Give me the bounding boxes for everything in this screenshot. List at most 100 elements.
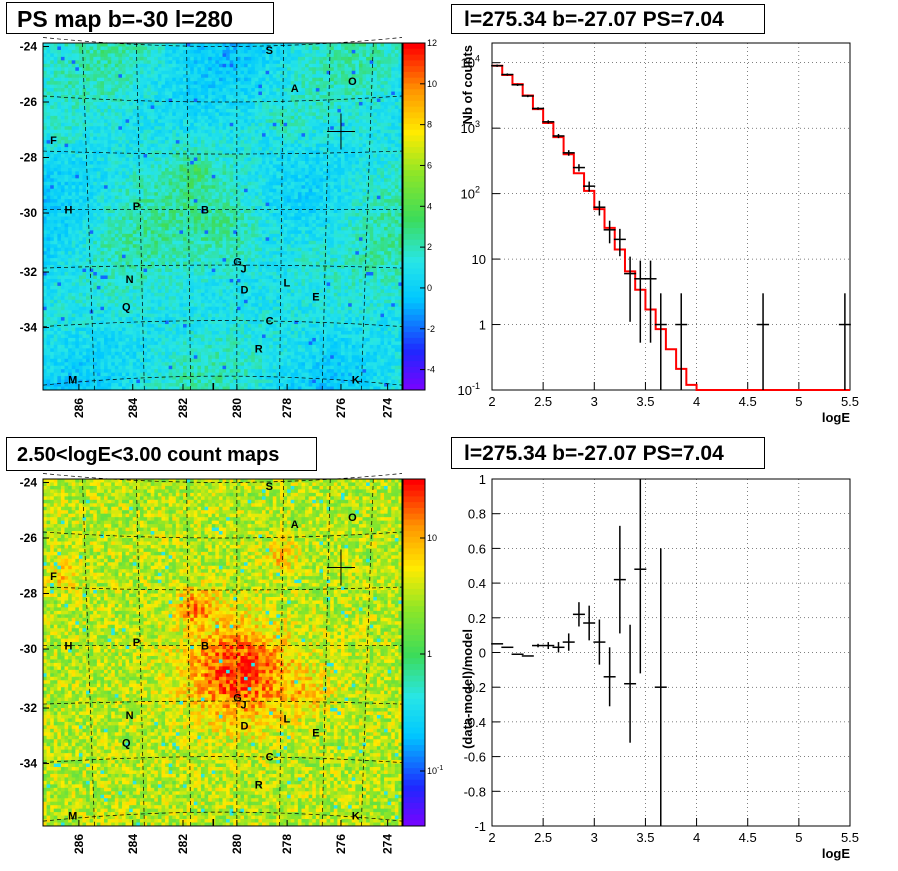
heatmap-cell xyxy=(284,196,288,200)
heatmap-cell xyxy=(251,92,255,96)
heatmap-cell xyxy=(50,85,54,89)
heatmap-cell xyxy=(144,116,148,120)
heatmap-cell xyxy=(240,85,244,89)
heatmap-cell xyxy=(108,119,112,123)
heatmap-cell xyxy=(319,67,323,71)
heatmap-cell xyxy=(219,71,223,75)
heatmap-cell xyxy=(266,182,270,186)
heatmap-cell xyxy=(104,199,108,203)
heatmap-cell xyxy=(111,192,115,196)
heatmap-cell xyxy=(169,144,173,148)
heatmap-cell xyxy=(262,64,266,68)
heatmap-cell xyxy=(90,85,94,89)
heatmap-cell xyxy=(79,199,83,203)
heatmap-cell xyxy=(136,88,140,92)
heatmap-cell xyxy=(294,46,298,50)
heatmap-cell xyxy=(219,119,223,123)
heatmap-cell xyxy=(147,105,151,109)
heatmap-cell xyxy=(183,192,187,196)
heatmap-cell xyxy=(380,158,384,162)
heatmap-cell xyxy=(47,196,51,200)
heatmap-cell xyxy=(122,95,126,99)
heatmap-cell xyxy=(108,46,112,50)
heatmap-cell xyxy=(223,189,227,193)
heatmap-cell xyxy=(251,140,255,144)
heatmap-cell xyxy=(219,57,223,61)
heatmap-cell xyxy=(129,119,133,123)
heatmap-cell xyxy=(359,154,363,158)
heatmap-cell xyxy=(269,102,273,106)
heatmap-cell xyxy=(108,57,112,61)
heatmap-cell xyxy=(219,88,223,92)
heatmap-cell xyxy=(179,158,183,162)
heatmap-cell xyxy=(68,46,72,50)
heatmap-cell xyxy=(169,112,173,116)
heatmap-cell xyxy=(197,123,201,127)
heatmap-cell xyxy=(212,60,216,64)
heatmap-cell xyxy=(43,88,47,92)
heatmap-cell xyxy=(301,74,305,78)
heatmap-cell xyxy=(337,43,341,47)
heatmap-cell xyxy=(251,158,255,162)
heatmap-cell xyxy=(345,210,349,214)
heatmap-cell xyxy=(316,85,320,89)
heatmap-cell xyxy=(345,161,349,165)
heatmap-cell xyxy=(341,88,345,92)
heatmap-cell xyxy=(133,112,137,116)
heatmap-cell xyxy=(373,99,377,103)
heatmap-cell xyxy=(355,64,359,68)
heatmap-cell xyxy=(158,105,162,109)
heatmap-cell xyxy=(122,213,126,217)
heatmap-cell xyxy=(147,192,151,196)
heatmap-cell xyxy=(269,158,273,162)
heatmap-cell xyxy=(90,88,94,92)
heatmap-cell xyxy=(165,168,169,172)
heatmap-cell xyxy=(208,178,212,182)
heatmap-cell xyxy=(194,119,198,123)
heatmap-cell xyxy=(258,171,262,175)
heatmap-cell xyxy=(284,168,288,172)
heatmap-cell xyxy=(108,203,112,207)
heatmap-cell xyxy=(352,196,356,200)
heatmap-cell xyxy=(258,158,262,162)
heatmap-cell xyxy=(226,161,230,165)
heatmap-cell xyxy=(75,112,79,116)
heatmap-cell xyxy=(287,199,291,203)
heatmap-cell xyxy=(395,168,399,172)
heatmap-cell xyxy=(75,185,79,189)
heatmap-cell xyxy=(144,158,148,162)
heatmap-cell xyxy=(348,123,352,127)
heatmap-cell xyxy=(359,137,363,141)
heatmap-cell xyxy=(237,140,241,144)
heatmap-cell xyxy=(126,199,130,203)
heatmap-cell xyxy=(391,43,395,47)
heatmap-cell xyxy=(345,171,349,175)
heatmap-cell xyxy=(301,105,305,109)
heatmap-cell xyxy=(93,74,97,78)
heatmap-cell xyxy=(334,213,338,217)
heatmap-cell xyxy=(118,105,122,109)
heatmap-cell xyxy=(158,57,162,61)
heatmap-cell xyxy=(258,119,262,123)
heatmap-cell xyxy=(294,50,298,54)
heatmap-cell xyxy=(57,71,61,75)
heatmap-cell xyxy=(176,67,180,71)
heatmap-cell xyxy=(97,185,101,189)
heatmap-cell xyxy=(273,199,277,203)
heatmap-cell xyxy=(93,168,97,172)
heatmap-cell xyxy=(312,81,316,85)
heatmap-cell xyxy=(97,92,101,96)
heatmap-cell xyxy=(194,161,198,165)
heatmap-cell xyxy=(269,92,273,96)
heatmap-cell xyxy=(82,71,86,75)
heatmap-cell xyxy=(370,182,374,186)
heatmap-cell xyxy=(190,88,194,92)
heatmap-cell xyxy=(50,192,54,196)
heatmap-cell xyxy=(144,210,148,214)
heatmap-cell xyxy=(327,88,331,92)
heatmap-cell xyxy=(205,74,209,78)
heatmap-cell xyxy=(377,112,381,116)
heatmap-cell xyxy=(147,133,151,137)
heatmap-cell xyxy=(201,116,205,120)
heatmap-cell xyxy=(215,140,219,144)
